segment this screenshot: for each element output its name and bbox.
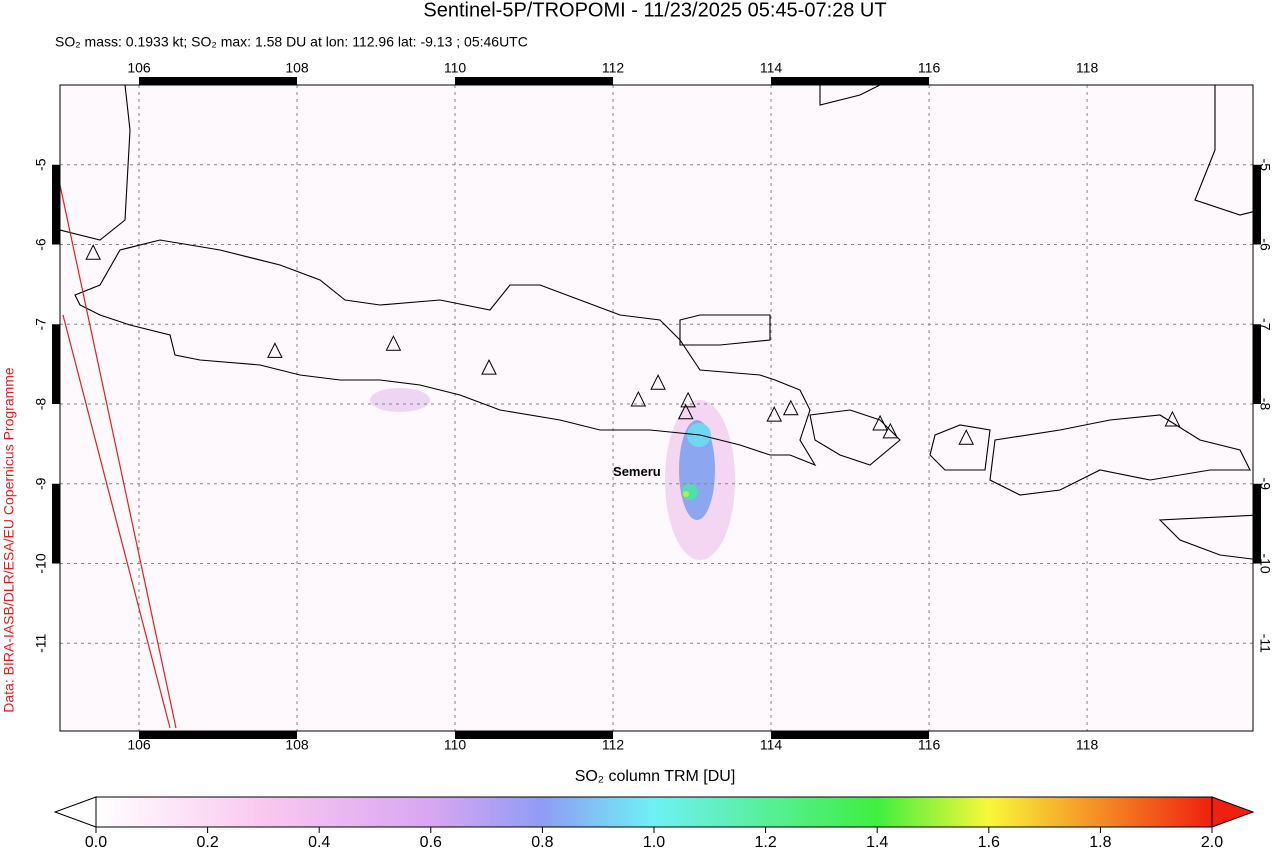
x-tick-label: 108 xyxy=(285,737,309,753)
coastline-borneo xyxy=(819,85,881,106)
coastline-lombok xyxy=(929,424,991,471)
colorbar-tick-label: 0.2 xyxy=(196,834,218,851)
x-tick-label: 112 xyxy=(602,60,625,76)
colorbar-tick-label: 0.0 xyxy=(85,834,107,851)
volcano-marker xyxy=(872,414,888,431)
x-tick-label: 110 xyxy=(444,737,467,753)
volcano-marker xyxy=(882,422,899,439)
coastline-madura xyxy=(679,314,771,346)
colorbar-tick-label: 0.4 xyxy=(308,834,330,851)
colorbar-arrow-high xyxy=(1211,796,1255,828)
volcano-marker xyxy=(958,429,975,445)
frame-bar xyxy=(1253,483,1261,564)
frame-bar xyxy=(771,731,930,739)
frame-bar xyxy=(52,324,60,405)
volcano-marker xyxy=(680,391,696,408)
y-tick-label: -6 xyxy=(33,238,49,251)
y-tick-label: -11 xyxy=(33,633,49,652)
frame-bar xyxy=(1253,324,1261,405)
volcanoes xyxy=(85,244,1181,445)
x-tick-label: 110 xyxy=(444,60,467,76)
y-tick-label: -8 xyxy=(1257,398,1272,411)
x-tick-label: 114 xyxy=(760,737,783,753)
volcano-marker xyxy=(677,403,694,420)
volcano-marker xyxy=(85,244,101,260)
frame-bar xyxy=(139,77,298,85)
frame-bars xyxy=(52,77,1261,739)
frame-bar xyxy=(52,483,60,564)
volcano-label: Semeru xyxy=(613,464,661,479)
x-tick-label: 116 xyxy=(918,60,941,76)
colorbar-tick-label: 0.6 xyxy=(420,834,442,851)
x-tick-label: 112 xyxy=(602,737,625,753)
plot-frame xyxy=(59,84,1254,732)
colorbar xyxy=(95,796,1213,828)
y-tick-label: -11 xyxy=(1257,634,1272,653)
x-tick-label: 118 xyxy=(1076,60,1099,76)
coastline-sumatra xyxy=(60,85,131,241)
colorbar-ticks: 0.0 0.2 0.4 0.6 0.8 1.0 1.2 1.4 1.6 1.8 2.0 xyxy=(85,827,1223,851)
volcano-marker xyxy=(385,335,402,351)
y-tick-label: -9 xyxy=(33,477,49,490)
colorbar-tick-label: 1.6 xyxy=(978,834,1000,851)
volcano-marker xyxy=(630,390,647,407)
colorbar-tick-label: 1.4 xyxy=(866,834,888,851)
title: Sentinel-5P/TROPOMI - 11/23/2025 05:45-0… xyxy=(423,0,886,21)
x-tick-label: 108 xyxy=(285,60,309,76)
colorbar-label: SO₂ column TRM [DU] xyxy=(575,768,736,785)
swath-edge xyxy=(60,184,177,729)
y-tick-label: -9 xyxy=(1257,478,1272,491)
coastline-sumba xyxy=(1158,514,1253,560)
y-tick-label: -10 xyxy=(1257,553,1272,573)
subtitle: SO₂ mass: 0.1933 kt; SO₂ max: 1.58 DU at… xyxy=(55,34,528,50)
colorbar-arrow-low xyxy=(53,796,97,828)
y-tick-label: -10 xyxy=(33,553,49,573)
frame-bar xyxy=(52,164,60,245)
colorbar-tick-label: 1.8 xyxy=(1089,834,1111,851)
x-tick-label: 118 xyxy=(1076,737,1099,753)
y-tick-label: -8 xyxy=(33,398,49,411)
y-tick-label: -5 xyxy=(33,158,49,171)
y-tick-label: -7 xyxy=(33,318,49,331)
volcano-marker xyxy=(783,399,799,416)
coastline-bali xyxy=(809,409,901,466)
colorbar-tick-label: 1.2 xyxy=(754,834,776,851)
frame-bar xyxy=(1253,164,1261,245)
volcano-marker xyxy=(1164,410,1181,427)
colorbar-tick-label: 2.0 xyxy=(1201,834,1223,851)
volcano-marker xyxy=(766,406,783,422)
volcano-marker xyxy=(267,342,283,358)
volcano-marker xyxy=(650,374,666,390)
grid xyxy=(60,85,1253,731)
colorbar-tick-label: 0.8 xyxy=(531,834,553,851)
y-tick-label: -7 xyxy=(1257,318,1272,331)
frame-bar xyxy=(455,731,614,739)
x-tick-label: 114 xyxy=(760,60,783,76)
credit: Data: BIRA-IASB/DLR/ESA/EU Copernicus Pr… xyxy=(1,367,17,713)
frame-bar xyxy=(455,77,614,85)
colorbar-tick-label: 1.0 xyxy=(643,834,665,851)
volcano-marker xyxy=(481,359,497,375)
x-tick-label: 106 xyxy=(127,60,151,76)
axes: 106 106 108 108 110 110 112 112 114 114 116 116 118 1… xyxy=(33,60,1272,753)
frame-bar xyxy=(771,77,930,85)
x-tick-label: 116 xyxy=(918,737,941,753)
x-tick-label: 106 xyxy=(127,737,151,753)
coastline-sumbawa xyxy=(989,414,1251,496)
plot-background xyxy=(60,85,1253,731)
frame-bar xyxy=(139,731,298,739)
swath-edge xyxy=(62,314,171,729)
coastline-sulawesi xyxy=(1194,85,1253,216)
coastline-java xyxy=(74,239,817,467)
map-layer xyxy=(60,85,1253,731)
y-tick-label: -5 xyxy=(1257,159,1272,172)
y-tick-label: -6 xyxy=(1257,238,1272,251)
